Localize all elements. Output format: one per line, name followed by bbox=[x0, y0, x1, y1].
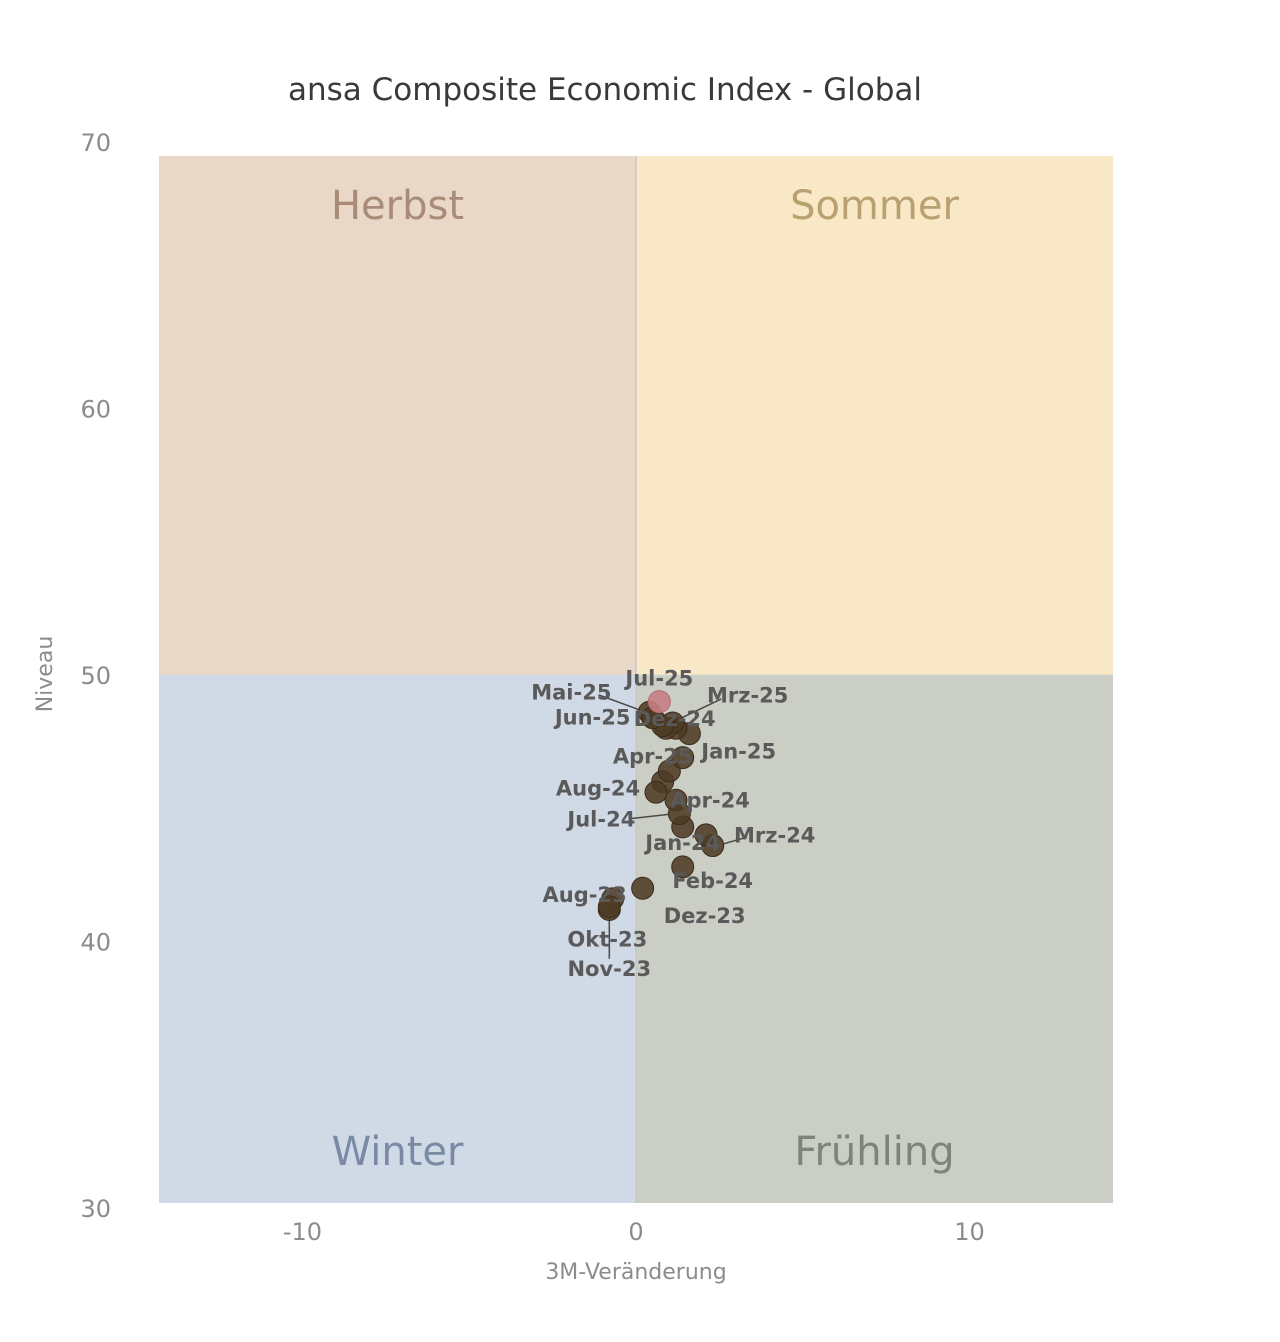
quadrant-labels: Herbst Sommer Winter Frühling bbox=[331, 183, 959, 1175]
y-tick-label: 40 bbox=[80, 929, 111, 957]
point-label-feb-24: Feb-24 bbox=[672, 869, 753, 893]
data-point-jan-25 bbox=[671, 746, 695, 770]
quadrant-label-winter: Winter bbox=[332, 1129, 464, 1175]
point-label-nov-23: Nov-23 bbox=[567, 957, 651, 981]
point-label-aug-24: Aug-24 bbox=[556, 776, 640, 800]
quadrant-layer bbox=[159, 156, 1113, 1203]
data-point-dez-23 bbox=[631, 876, 655, 900]
leader-lines bbox=[598, 694, 748, 959]
quadrant-label-herbst: Herbst bbox=[331, 183, 464, 229]
data-point-jul-24 bbox=[667, 802, 691, 826]
point-label-apr-24: Apr-24 bbox=[670, 788, 750, 812]
point-label-aug-23: Aug-23 bbox=[543, 883, 627, 907]
quadrant-label-fruhling: Frühling bbox=[794, 1129, 954, 1175]
point-label-mrz-24: Mrz-24 bbox=[734, 824, 815, 848]
y-tick-label: 60 bbox=[80, 396, 111, 424]
quadrant-winter bbox=[159, 675, 636, 1203]
data-point-aug-24 bbox=[644, 780, 668, 804]
y-axis-title: Niveau bbox=[33, 636, 58, 713]
data-point-labels: Aug-23 Okt-23 Nov-23 Dez-23 Jan-24 Feb-24 Mrz-… bbox=[531, 667, 815, 981]
data-point-nov-23 bbox=[597, 895, 621, 919]
point-label-dez-23: Dez-23 bbox=[664, 904, 746, 928]
x-tick-label: -10 bbox=[283, 1218, 322, 1246]
quadrant-fruhling bbox=[636, 675, 1113, 1203]
y-tick-label: 30 bbox=[80, 1195, 111, 1223]
tick-labels: 30 40 50 60 70 -10 0 10 bbox=[80, 129, 984, 1246]
point-label-mrz-25: Mrz-25 bbox=[707, 684, 788, 708]
point-label-jan-25: Jan-25 bbox=[699, 740, 776, 764]
point-label-apr-25: Apr-25 bbox=[613, 745, 693, 769]
leader-line-mrz-24 bbox=[723, 836, 748, 845]
data-point-sep-24 bbox=[694, 823, 718, 847]
point-label-jan-24: Jan-24 bbox=[643, 831, 720, 855]
leader-line-mai-25 bbox=[598, 694, 639, 711]
quadrant-sommer bbox=[636, 156, 1113, 675]
y-tick-label: 50 bbox=[80, 662, 111, 690]
point-label-jun-25: Jun-25 bbox=[553, 706, 631, 730]
point-label-mai-25: Mai-25 bbox=[531, 680, 611, 704]
point-label-jul-25: Jul-25 bbox=[623, 667, 693, 691]
split-lines bbox=[159, 156, 1113, 1203]
x-tick-label: 10 bbox=[954, 1218, 985, 1246]
data-point-feb-24 bbox=[671, 855, 695, 879]
quadrant-label-sommer: Sommer bbox=[790, 183, 959, 229]
data-point-jul-25 bbox=[647, 690, 671, 714]
data-points bbox=[597, 690, 725, 922]
x-axis-title: 3M-Veränderung bbox=[545, 1260, 726, 1285]
point-label-jul-24: Jul-24 bbox=[565, 808, 635, 832]
point-label-okt-23: Okt-23 bbox=[567, 928, 647, 952]
y-tick-label: 70 bbox=[80, 129, 111, 157]
leader-line-jul-24 bbox=[629, 813, 669, 820]
point-label-dez-24: Dez-24 bbox=[634, 707, 716, 731]
x-tick-label: 0 bbox=[628, 1218, 643, 1246]
quadrant-herbst bbox=[159, 156, 636, 675]
chart-title: ansa Composite Economic Index - Global bbox=[288, 72, 922, 108]
